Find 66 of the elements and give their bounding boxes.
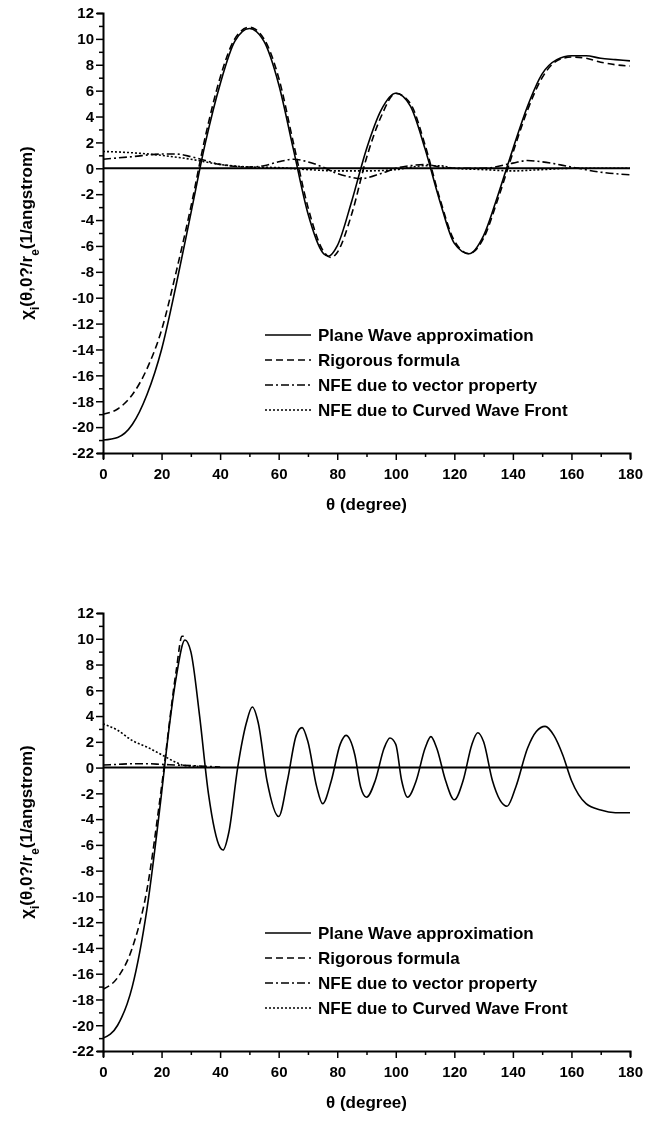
y-tick-label: -8: [80, 263, 94, 281]
x-tick-label: 80: [329, 464, 347, 482]
x-tick-label: 120: [442, 1062, 468, 1080]
x-tick-label: 140: [500, 464, 526, 482]
y-tick-label: -2: [80, 784, 94, 802]
x-tick-label: 80: [329, 1062, 347, 1080]
y-tick-label: -12: [72, 913, 94, 931]
legend-label: NFE due to Curved Wave Front: [318, 401, 568, 420]
legend-label: Rigorous formula: [318, 351, 461, 370]
y-tick-label: 2: [85, 133, 94, 151]
y-tick-label: -22: [72, 444, 94, 462]
y-tick-label: -8: [80, 861, 94, 879]
y-tick-label: 6: [85, 681, 94, 699]
x-tick-label: 180: [617, 464, 644, 482]
x-tick-label: 60: [270, 464, 288, 482]
legend-label: NFE due to vector property: [318, 376, 538, 395]
y-tick-label: -18: [72, 990, 94, 1008]
x-axis-title: θ (degree): [326, 495, 407, 514]
legend-label: Rigorous formula: [318, 949, 461, 968]
y-tick-label: 2: [85, 733, 94, 751]
legend-label: Plane Wave approximation: [318, 326, 534, 345]
y-tick-label: -20: [72, 1016, 94, 1034]
y-tick-label: -20: [72, 418, 94, 436]
x-axis-title: θ (degree): [326, 1093, 407, 1112]
y-tick-label: 4: [85, 707, 95, 725]
y-tick-label: -18: [72, 392, 94, 410]
y-tick-label: -4: [80, 810, 95, 828]
y-tick-label: 10: [77, 630, 94, 648]
x-tick-label: 60: [270, 1062, 288, 1080]
x-tick-label: 20: [153, 1062, 171, 1080]
x-tick-label: 40: [212, 1062, 229, 1080]
x-tick-label: 40: [212, 464, 229, 482]
x-tick-label: 0: [99, 1062, 108, 1080]
y-tick-label: 8: [85, 56, 94, 74]
y-tick-label: -16: [72, 366, 94, 384]
y-tick-label: 0: [85, 758, 94, 776]
x-tick-label: 0: [99, 464, 108, 482]
y-tick-label: -10: [72, 289, 94, 307]
x-tick-label: 180: [617, 1062, 644, 1080]
x-tick-label: 160: [559, 1062, 585, 1080]
x-tick-label: 20: [153, 464, 171, 482]
x-tick-label: 120: [442, 464, 468, 482]
legend-label: Plane Wave approximation: [318, 924, 534, 943]
y-tick-label: -14: [72, 939, 95, 957]
x-tick-label: 140: [500, 1062, 526, 1080]
y-tick-label: -6: [80, 237, 94, 255]
y-tick-label: -4: [80, 211, 95, 229]
x-tick-label: 100: [383, 1062, 409, 1080]
y-tick-label: 12: [77, 4, 94, 22]
y-tick-label: -12: [72, 314, 94, 332]
y-tick-label: 12: [77, 604, 94, 622]
y-tick-label: 0: [85, 159, 94, 177]
y-tick-label: -10: [72, 887, 94, 905]
y-tick-label: 10: [77, 30, 94, 48]
y-tick-label: -14: [72, 340, 95, 358]
y-tick-label: 8: [85, 655, 94, 673]
y-tick-label: -16: [72, 965, 94, 983]
y-tick-label: 4: [85, 107, 95, 125]
x-tick-label: 160: [559, 464, 585, 482]
y-tick-label: -2: [80, 185, 94, 203]
y-tick-label: 6: [85, 81, 94, 99]
y-tick-label: -22: [72, 1042, 94, 1060]
legend-label: NFE due to vector property: [318, 974, 538, 993]
y-tick-label: -6: [80, 836, 94, 854]
x-tick-label: 100: [383, 464, 409, 482]
legend-label: NFE due to Curved Wave Front: [318, 999, 568, 1018]
